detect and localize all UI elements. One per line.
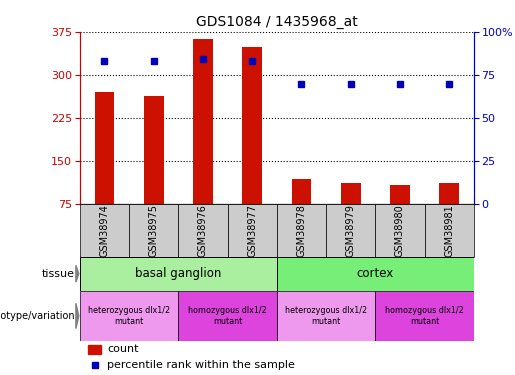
Text: GSM38977: GSM38977	[247, 204, 257, 257]
Text: GSM38974: GSM38974	[99, 204, 110, 257]
Text: count: count	[108, 344, 139, 354]
Title: GDS1084 / 1435968_at: GDS1084 / 1435968_at	[196, 15, 358, 30]
Text: homozygous dlx1/2
mutant: homozygous dlx1/2 mutant	[188, 306, 267, 326]
Bar	[326, 204, 375, 257]
Bar	[80, 291, 178, 341]
Polygon shape	[76, 266, 79, 282]
Text: GSM38978: GSM38978	[297, 204, 306, 257]
Bar	[375, 291, 474, 341]
Bar	[243, 47, 262, 204]
Bar	[144, 96, 164, 204]
Bar	[277, 257, 474, 291]
Text: GSM38980: GSM38980	[395, 204, 405, 257]
Bar	[277, 204, 326, 257]
Text: GSM38976: GSM38976	[198, 204, 208, 257]
Bar	[291, 178, 311, 204]
Text: basal ganglion: basal ganglion	[135, 267, 221, 280]
Bar	[424, 204, 474, 257]
Text: GSM38975: GSM38975	[149, 204, 159, 257]
Text: genotype/variation: genotype/variation	[0, 311, 75, 321]
Bar	[88, 345, 101, 354]
Bar	[390, 185, 410, 204]
Text: heterozygous dlx1/2
mutant: heterozygous dlx1/2 mutant	[285, 306, 367, 326]
Bar	[341, 183, 360, 204]
Bar	[439, 183, 459, 204]
Bar	[178, 291, 277, 341]
Text: heterozygous dlx1/2
mutant: heterozygous dlx1/2 mutant	[88, 306, 170, 326]
Bar	[129, 204, 178, 257]
Text: tissue: tissue	[42, 269, 75, 279]
Bar	[178, 204, 228, 257]
Text: percentile rank within the sample: percentile rank within the sample	[108, 360, 295, 370]
Text: cortex: cortex	[357, 267, 394, 280]
Text: homozygous dlx1/2
mutant: homozygous dlx1/2 mutant	[385, 306, 464, 326]
Bar	[228, 204, 277, 257]
Bar	[375, 204, 424, 257]
Bar	[80, 257, 277, 291]
Text: GSM38981: GSM38981	[444, 204, 454, 257]
Bar	[193, 39, 213, 204]
Text: GSM38979: GSM38979	[346, 204, 356, 257]
Bar	[95, 92, 114, 204]
Polygon shape	[76, 303, 79, 328]
Bar	[277, 291, 375, 341]
Bar	[80, 204, 129, 257]
